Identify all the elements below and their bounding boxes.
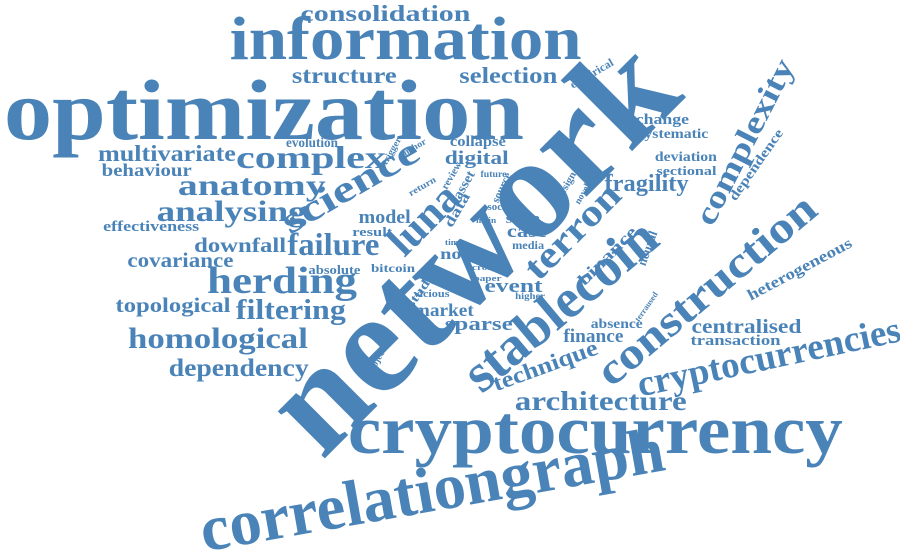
word-behaviour: behaviour [101,160,192,181]
word-main: main [475,215,496,225]
word-absence: absence [591,316,644,332]
word-covariance: covariance [126,247,233,272]
word-bitcoin: bitcoin [370,263,416,276]
word-exchange: exchange [618,111,689,128]
word-downfall: downfall [193,232,286,257]
word-architecture: architecture [515,386,688,417]
word-case: case [506,221,547,242]
word-multivariate: multivariate [98,139,236,166]
word-state: state [505,210,540,227]
word-herding: herding [207,260,357,303]
word-sparse: sparse [445,313,514,335]
word-transaction: transaction [689,332,781,349]
word-cryptocurrency: cryptocurrency [347,391,843,469]
word-deviation: deviation [655,149,717,165]
word-model: model [358,206,411,228]
word-systematic: systematic [637,126,708,142]
word-optimization: optimization [3,62,525,158]
word-market: market [414,300,475,321]
word-evolution: evolution [285,135,338,151]
word-failure: failure [287,227,380,263]
word-analysing: analysing [157,196,308,229]
word-digital: digital [445,147,510,169]
word-vicious: vicious [412,288,449,300]
word-noise: noise [439,246,484,264]
word-fragility: fragility [604,169,689,197]
word-absolute: absolute [307,262,360,277]
word-centralised: centralised [691,316,801,338]
word-collapse: collapse [449,133,506,150]
word-information: information [230,5,582,73]
word-sectional: sectional [656,163,717,178]
word-structure: structure [291,61,397,88]
word-filtering: filtering [235,294,346,326]
word-result: result [351,224,392,239]
word-homological: homological [128,323,309,356]
word-complex: complex [236,140,386,176]
word-higher: higher [515,292,545,303]
word-cross: cross [472,262,496,272]
word-future: future [480,170,506,181]
word-time: time [445,237,463,247]
word-finance: finance [562,325,623,347]
word-anatomy: anatomy [178,170,326,203]
word-consolidation: consolidation [299,0,470,26]
word-effectiveness: effectiveness [103,218,200,235]
word-dependency: dependency [168,355,309,383]
word-media: media [511,240,544,253]
word-selection: selection [458,61,558,88]
word-event: event [483,275,543,297]
word-social: social [487,201,514,213]
word-topological: topological [115,292,231,317]
word-paper: paper [472,273,501,283]
